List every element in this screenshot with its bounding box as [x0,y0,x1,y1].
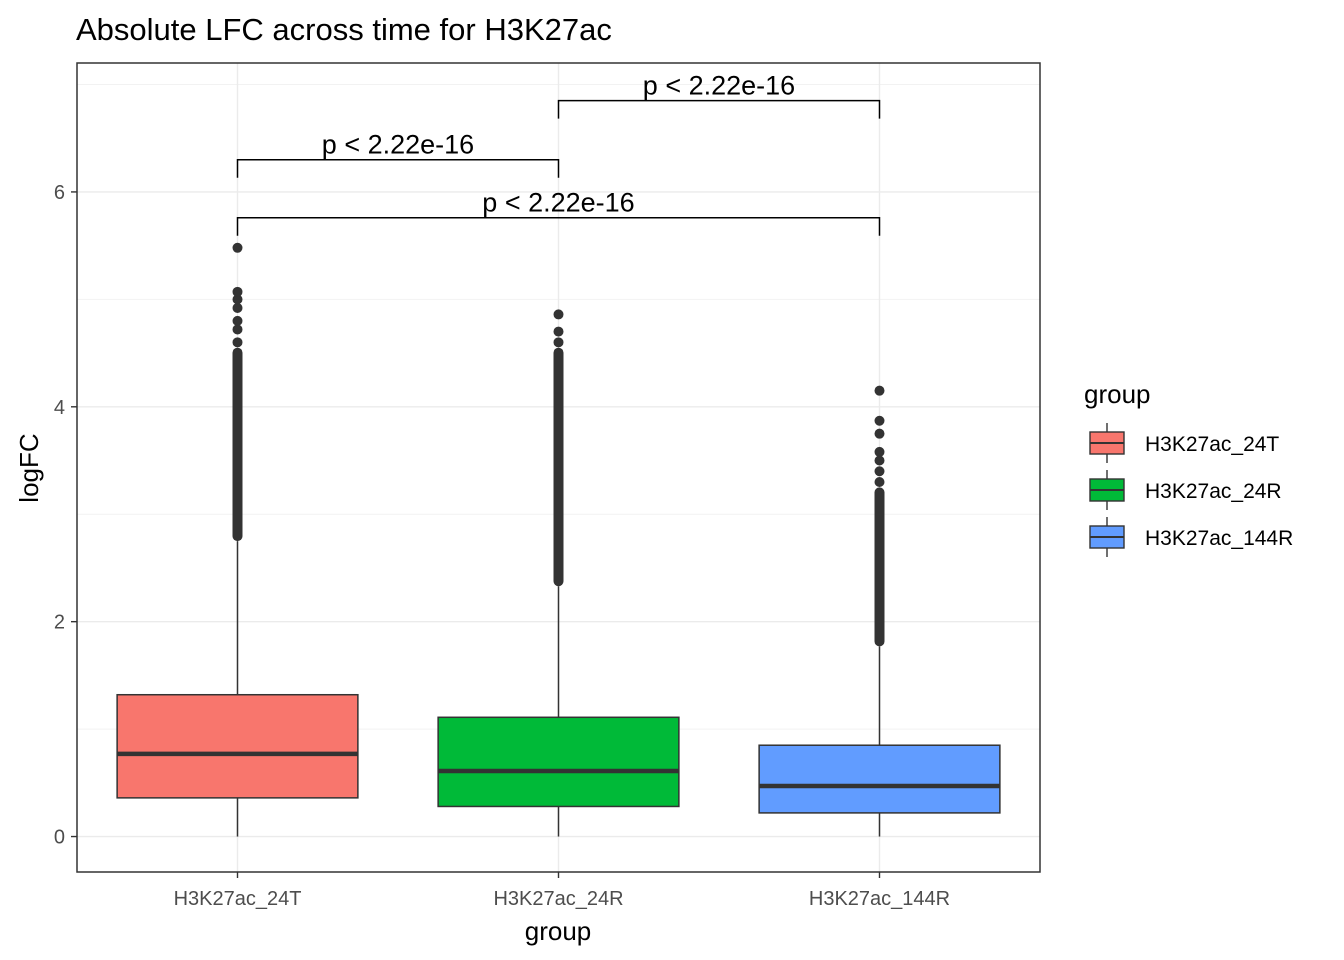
x-tick-label: H3K27ac_144R [809,888,950,910]
outlier-point [553,337,564,348]
outlier-cluster [553,347,564,587]
outlier-point [232,242,243,253]
legend-entry-1: H3K27ac_24R [1089,470,1282,510]
p-value-label: p < 2.22e-16 [643,71,795,101]
legend: group H3K27ac_24T H3K27ac_24R H3K27ac_144R [1084,379,1293,557]
outlier-point [232,324,243,335]
outlier-point [874,477,885,488]
y-axis-title: logFC [14,433,44,502]
chart-title: Absolute LFC across time for H3K27ac [76,12,612,47]
outlier-point [553,326,564,337]
box [758,744,1001,814]
outlier-point [553,309,564,320]
y-tick-label: 0 [54,827,65,849]
x-axis-title: group [525,916,592,946]
outlier-point [874,466,885,477]
bracket-line [236,158,560,178]
comparison-bracket-2: p < 2.22e-16 [236,188,881,236]
outlier-point [232,315,243,326]
p-value-label: p < 2.22e-16 [482,188,634,218]
outlier-cluster [874,487,885,647]
axes: 0 2 4 6 H3K27ac_24T H3K27ac_24R H3K27ac_144R [54,182,950,910]
comparison-bracket-0: p < 2.22e-16 [236,130,560,178]
box-group-2 [758,385,1001,837]
outlier-point [874,455,885,466]
legend-label: H3K27ac_144R [1145,527,1293,550]
x-tick-label: H3K27ac_24R [493,888,623,910]
box-group-1 [437,309,680,837]
y-tick-label: 2 [54,612,65,634]
y-tick-label: 6 [54,182,65,204]
p-value-label: p < 2.22e-16 [322,130,474,160]
outlier-point [874,385,885,396]
box [437,716,680,808]
legend-entry-2: H3K27ac_144R [1089,517,1293,557]
chart-marks: p < 2.22e-16 p < 2.22e-16 p < 2.22e-16 [116,71,1001,837]
legend-title: group [1084,379,1151,409]
outlier-cluster [232,347,243,542]
x-tick-label: H3K27ac_24T [174,888,302,910]
legend-label: H3K27ac_24T [1145,433,1279,456]
outlier-point [874,446,885,457]
outlier-point [232,302,243,313]
outlier-point [232,337,243,348]
box [116,693,359,799]
box-group-0 [116,242,359,837]
bracket-line [236,216,881,236]
outlier-point [874,415,885,426]
y-tick-label: 4 [54,397,65,419]
outlier-point [874,428,885,439]
bracket-line [557,99,881,119]
outlier-point [232,294,243,305]
comparison-bracket-1: p < 2.22e-16 [557,71,881,119]
legend-label: H3K27ac_24R [1145,480,1282,503]
outlier-point [232,286,243,297]
legend-entry-0: H3K27ac_24T [1089,423,1279,463]
